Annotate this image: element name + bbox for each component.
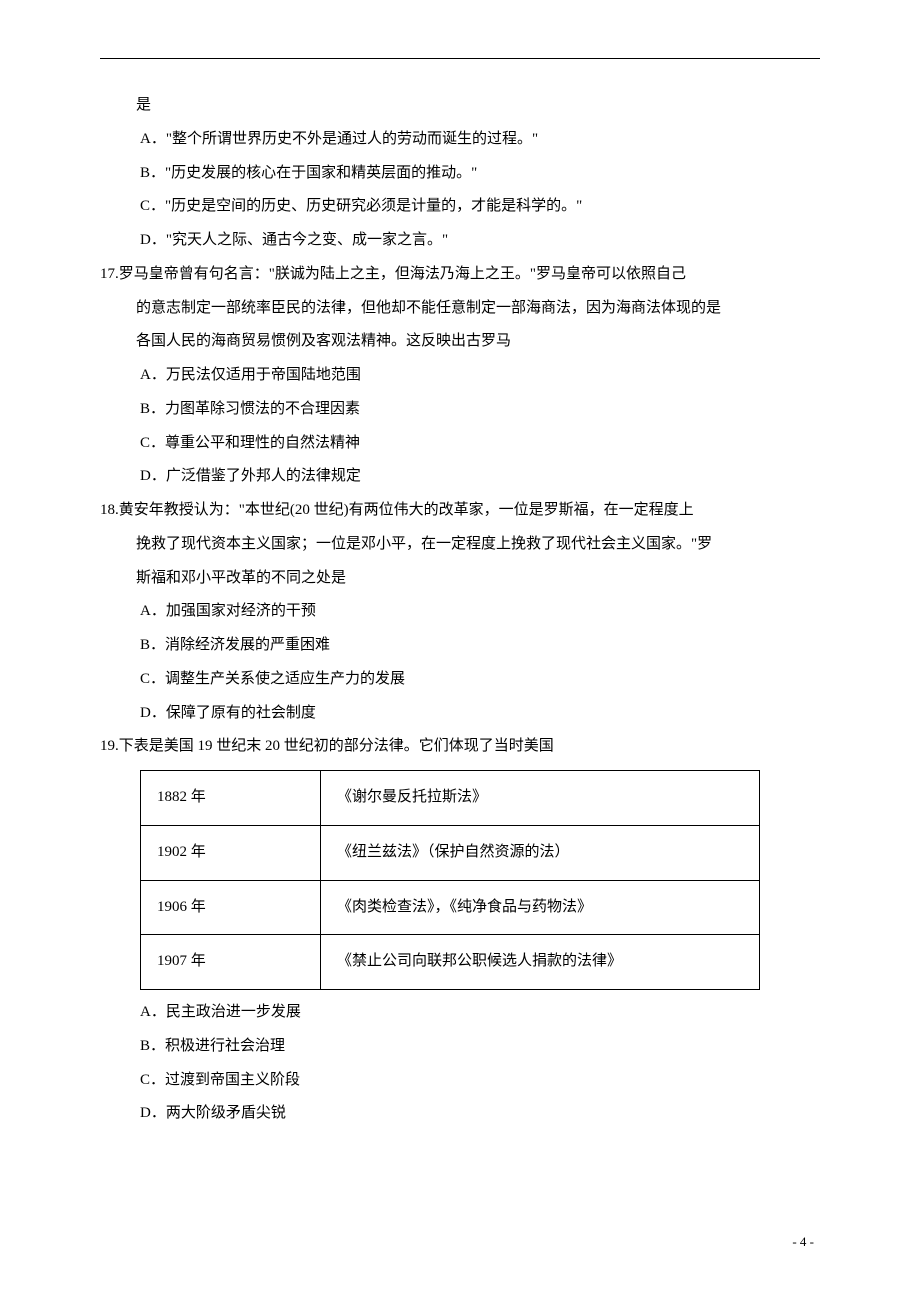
q17-option-d: D．广泛借鉴了外邦人的法律规定 — [100, 460, 820, 494]
table-row: 1906 年 《肉类检查法》，《纯净食品与药物法》 — [141, 880, 760, 935]
q19-table-wrapper: 1882 年 《谢尔曼反托拉斯法》 1902 年 《纽兰兹法》（保护自然资源的法… — [100, 770, 820, 990]
cell-year: 1906 年 — [141, 880, 321, 935]
q19-law-table: 1882 年 《谢尔曼反托拉斯法》 1902 年 《纽兰兹法》（保护自然资源的法… — [140, 770, 760, 990]
q19-stem: 19.下表是美国 19 世纪末 20 世纪初的部分法律。它们体现了当时美国 — [100, 730, 820, 764]
cell-law: 《谢尔曼反托拉斯法》 — [321, 771, 760, 826]
q19-option-c: C．过渡到帝国主义阶段 — [100, 1064, 820, 1098]
q16-option-c: C．"历史是空间的历史、历史研究必须是计量的，才能是科学的。" — [100, 190, 820, 224]
q16-option-d: D．"究天人之际、通古今之变、成一家之言。" — [100, 224, 820, 258]
q18-stem-line-3: 斯福和邓小平改革的不同之处是 — [100, 562, 820, 596]
q19-option-b: B．积极进行社会治理 — [100, 1030, 820, 1064]
cell-law: 《纽兰兹法》（保护自然资源的法） — [321, 825, 760, 880]
table-row: 1902 年 《纽兰兹法》（保护自然资源的法） — [141, 825, 760, 880]
q16-option-a: A．"整个所谓世界历史不外是通过人的劳动而诞生的过程。" — [100, 123, 820, 157]
q18-stem-line-1: 18.黄安年教授认为："本世纪(20 世纪)有两位伟大的改革家，一位是罗斯福，在… — [100, 494, 820, 528]
q17-option-c: C．尊重公平和理性的自然法精神 — [100, 427, 820, 461]
q18-option-a: A．加强国家对经济的干预 — [100, 595, 820, 629]
top-horizontal-rule — [100, 58, 820, 59]
table-row: 1907 年 《禁止公司向联邦公职候选人捐款的法律》 — [141, 935, 760, 990]
cell-year: 1882 年 — [141, 771, 321, 826]
page-number: - 4 - — [792, 1227, 814, 1256]
q18-option-c: C．调整生产关系使之适应生产力的发展 — [100, 663, 820, 697]
q19-option-a: A．民主政治进一步发展 — [100, 996, 820, 1030]
q17-stem-line-3: 各国人民的海商贸易惯例及客观法精神。这反映出古罗马 — [100, 325, 820, 359]
q18-stem-line-2: 挽救了现代资本主义国家；一位是邓小平，在一定程度上挽救了现代社会主义国家。"罗 — [100, 528, 820, 562]
q17-option-b: B．力图革除习惯法的不合理因素 — [100, 393, 820, 427]
q17-stem-line-1: 17.罗马皇帝曾有句名言："朕诚为陆上之主，但海法乃海上之王。"罗马皇帝可以依照… — [100, 258, 820, 292]
table-row: 1882 年 《谢尔曼反托拉斯法》 — [141, 771, 760, 826]
cell-year: 1902 年 — [141, 825, 321, 880]
q16-option-b: B．"历史发展的核心在于国家和精英层面的推动。" — [100, 157, 820, 191]
q17-stem-line-2: 的意志制定一部统率臣民的法律，但他却不能任意制定一部海商法，因为海商法体现的是 — [100, 292, 820, 326]
q19-option-d: D．两大阶级矛盾尖锐 — [100, 1097, 820, 1131]
q18-option-d: D．保障了原有的社会制度 — [100, 697, 820, 731]
cell-law: 《禁止公司向联邦公职候选人捐款的法律》 — [321, 935, 760, 990]
q17-option-a: A．万民法仅适用于帝国陆地范围 — [100, 359, 820, 393]
cell-year: 1907 年 — [141, 935, 321, 990]
q18-option-b: B．消除经济发展的严重困难 — [100, 629, 820, 663]
q16-stem-fragment: 是 — [100, 89, 820, 123]
cell-law: 《肉类检查法》，《纯净食品与药物法》 — [321, 880, 760, 935]
